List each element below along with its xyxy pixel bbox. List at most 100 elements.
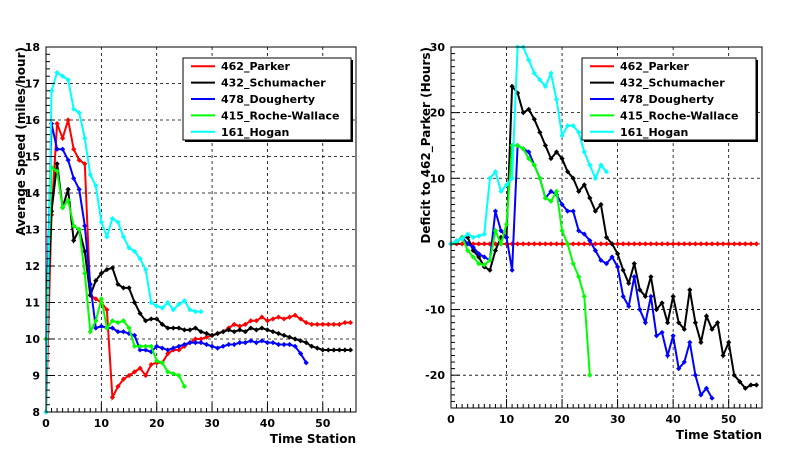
data-point: [581, 182, 587, 188]
data-point: [498, 241, 504, 247]
data-point: [143, 372, 149, 379]
data-point: [509, 175, 515, 181]
data-point: [542, 241, 549, 247]
data-point: [537, 241, 543, 247]
data-point: [109, 265, 116, 271]
data-point: [148, 316, 154, 322]
data-point: [286, 334, 293, 340]
data-point: [531, 70, 537, 76]
data-point: [336, 321, 342, 327]
data-point: [76, 157, 82, 163]
data-point: [215, 345, 221, 351]
series-line: [451, 143, 713, 399]
data-point: [237, 340, 243, 346]
data-point: [126, 285, 132, 291]
data-point: [465, 231, 471, 237]
data-point: [131, 248, 138, 254]
data-point: [259, 325, 265, 331]
data-point: [520, 110, 526, 116]
data-point: [159, 345, 165, 351]
legend-label: 415_Roche-Wallace: [221, 109, 339, 122]
data-point: [737, 241, 743, 247]
data-point: [498, 188, 504, 194]
data-point: [476, 254, 482, 260]
data-point: [82, 248, 88, 254]
data-point: [131, 299, 138, 306]
data-point: [726, 241, 732, 247]
legend-label: 462_Parker: [620, 60, 690, 73]
data-point: [159, 305, 165, 311]
x-tick-label: 50: [721, 413, 737, 426]
data-point: [648, 241, 654, 247]
y-tick-label: 30: [430, 41, 446, 54]
data-point: [542, 83, 549, 89]
data-point: [176, 343, 182, 349]
data-point: [637, 241, 643, 247]
data-point: [115, 319, 121, 326]
data-point: [98, 323, 104, 329]
data-point: [565, 241, 571, 247]
data-point: [137, 256, 143, 262]
data-point: [98, 219, 104, 225]
data-point: [303, 319, 309, 326]
data-point: [559, 155, 565, 162]
data-point: [587, 238, 593, 244]
data-point: [570, 123, 576, 129]
data-point: [664, 352, 671, 359]
data-point: [687, 241, 693, 247]
data-point: [76, 226, 82, 233]
data-point: [642, 293, 648, 300]
data-point: [104, 234, 110, 240]
data-point: [542, 142, 549, 149]
legend-label: 462_Parker: [221, 60, 291, 73]
data-point: [676, 241, 682, 247]
data-point: [520, 241, 526, 247]
x-tick-label: 40: [665, 413, 681, 426]
legend-label: 161_Hogan: [221, 126, 289, 139]
data-point: [481, 231, 487, 237]
data-point: [148, 299, 154, 306]
data-point: [325, 321, 331, 327]
data-point: [537, 175, 543, 181]
data-point: [492, 169, 499, 175]
data-point: [548, 155, 554, 162]
data-point: [248, 325, 254, 331]
data-point: [559, 133, 565, 139]
data-point: [170, 345, 176, 351]
data-point: [648, 274, 654, 280]
data-point: [292, 336, 298, 342]
x-axis-title: Time Station: [270, 432, 356, 446]
data-point: [60, 205, 66, 211]
data-point: [159, 360, 165, 366]
x-tick-label: 10: [94, 417, 110, 430]
data-point: [537, 129, 543, 135]
data-point: [664, 241, 671, 247]
data-point: [109, 394, 116, 400]
data-point: [286, 314, 293, 320]
data-point: [581, 293, 587, 300]
x-tick-label: 30: [204, 417, 220, 430]
data-point: [470, 254, 476, 260]
data-point: [54, 161, 60, 167]
data-point: [71, 237, 77, 244]
data-point: [598, 257, 604, 263]
data-point: [87, 172, 93, 178]
data-point: [503, 221, 510, 227]
data-point: [209, 332, 215, 338]
data-point: [198, 340, 204, 346]
data-point: [553, 96, 560, 103]
data-point: [720, 241, 726, 247]
data-point: [670, 293, 676, 300]
data-point: [476, 233, 482, 239]
data-point: [520, 146, 526, 152]
data-point: [231, 329, 237, 335]
data-point: [481, 262, 487, 268]
data-point: [526, 106, 532, 112]
data-point: [459, 241, 465, 247]
data-point: [470, 244, 476, 250]
data-point: [170, 325, 176, 331]
data-point: [253, 318, 259, 324]
data-point: [492, 228, 499, 234]
legend-label: 161_Hogan: [620, 126, 688, 139]
data-point: [292, 312, 298, 318]
